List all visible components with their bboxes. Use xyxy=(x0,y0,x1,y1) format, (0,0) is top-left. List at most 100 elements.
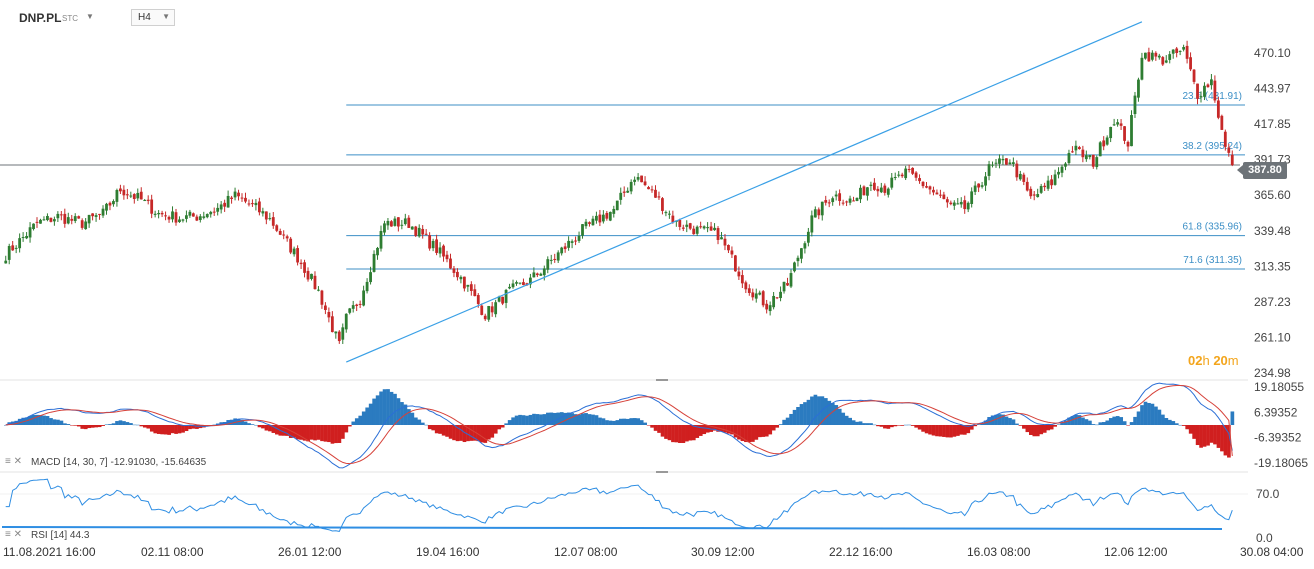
macd-histogram-bar xyxy=(1039,425,1044,435)
candle xyxy=(483,313,487,321)
macd-histogram-bar xyxy=(125,422,130,425)
candle-body xyxy=(310,273,313,279)
macd-histogram-bar xyxy=(1119,417,1124,425)
candle-body xyxy=(1060,166,1064,173)
candle xyxy=(32,223,35,231)
trend-line[interactable] xyxy=(346,21,1143,363)
candle-body xyxy=(998,158,1001,164)
macd-histogram-bar xyxy=(1143,401,1148,425)
macd-histogram-bar xyxy=(872,424,877,426)
macd-settings-icon[interactable]: ≡ ✕ xyxy=(5,456,22,467)
candle xyxy=(862,185,866,196)
candle xyxy=(959,197,963,208)
candle xyxy=(233,187,237,201)
candle-body xyxy=(595,215,598,221)
candle-body xyxy=(685,224,689,227)
candle xyxy=(876,186,880,197)
macd-histogram-bar xyxy=(890,425,894,428)
macd-histogram-bar xyxy=(886,425,891,429)
macd-histogram-bar xyxy=(1174,423,1179,425)
candle-body xyxy=(737,271,741,277)
candle xyxy=(1053,169,1057,186)
candle-body xyxy=(952,202,956,206)
rsi-settings-icon[interactable]: ≡ ✕ xyxy=(5,529,22,540)
fibonacci-retracement[interactable]: 23.6 (431.91) 38.2 (395.24) 61.8 (335.96) 7… xyxy=(346,91,1245,270)
candle xyxy=(84,218,88,230)
candle-body xyxy=(1192,69,1196,82)
candle xyxy=(1025,177,1029,192)
candle-body xyxy=(803,243,807,249)
candle-body xyxy=(369,272,372,283)
candle xyxy=(678,218,682,231)
candle-body xyxy=(226,195,230,208)
candle-body xyxy=(598,214,602,223)
symbol-dropdown-icon[interactable]: ▼ xyxy=(86,12,94,21)
price-axis-tick: 234.98 xyxy=(1254,366,1291,380)
candle-body xyxy=(442,245,445,257)
time-axis-tick: 02.11 08:00 xyxy=(141,545,204,559)
candle xyxy=(334,331,338,339)
candle xyxy=(647,185,650,190)
candle-body xyxy=(1143,52,1147,59)
macd-histogram-bar xyxy=(434,425,439,434)
candle-body xyxy=(956,203,960,205)
candle-body xyxy=(480,305,484,315)
macd-histogram-bar xyxy=(28,415,32,425)
candle-body xyxy=(421,228,425,235)
candle xyxy=(1091,154,1095,169)
candle-body xyxy=(313,275,317,290)
candle-body xyxy=(942,194,946,200)
countdown-minutes-unit: m xyxy=(1227,353,1239,368)
candle-body xyxy=(932,189,935,193)
candle xyxy=(817,207,821,220)
candle-body xyxy=(191,213,195,217)
macd-histogram-bar xyxy=(817,396,821,425)
macd-histogram-bar xyxy=(1164,418,1169,425)
macd-histogram-bar xyxy=(1154,406,1158,425)
macd-histogram-bar xyxy=(1220,425,1224,452)
macd-histogram-bar xyxy=(921,425,925,432)
candle-body xyxy=(205,214,209,218)
countdown-hours-unit: h xyxy=(1202,353,1210,368)
candle xyxy=(212,207,216,216)
candle-body xyxy=(1185,45,1189,59)
candle xyxy=(848,195,852,206)
candle xyxy=(685,220,689,233)
macd-histogram-bar xyxy=(31,415,36,425)
candle-body xyxy=(469,284,473,291)
candle xyxy=(730,246,734,258)
candle xyxy=(938,189,942,198)
grid xyxy=(0,164,1248,473)
macd-histogram-bar xyxy=(549,412,554,425)
candle-body xyxy=(845,201,848,203)
candle xyxy=(667,210,671,219)
candle xyxy=(1112,118,1116,126)
macd-histogram-bar xyxy=(945,425,950,438)
time-axis-tick: 30.08 04:00 xyxy=(1240,545,1304,559)
macd-histogram-bar xyxy=(917,425,922,430)
candle-body xyxy=(112,201,115,205)
candle xyxy=(727,244,730,254)
candle xyxy=(754,288,758,303)
candle xyxy=(428,232,432,251)
candle-body xyxy=(261,211,265,214)
macd-histogram-bar xyxy=(212,424,217,426)
macd-name: MACD xyxy=(31,457,61,468)
macd-histogram-bar xyxy=(87,425,92,429)
candle-body xyxy=(414,226,418,236)
symbol-name[interactable]: DNP.PL xyxy=(19,11,62,25)
candle-body xyxy=(445,254,449,260)
candle-body xyxy=(289,238,293,253)
macd-histogram-bar xyxy=(896,425,901,426)
candle-body xyxy=(1116,122,1120,125)
candle xyxy=(1185,40,1189,64)
candle xyxy=(1077,145,1081,150)
candle-body xyxy=(779,291,782,299)
macd-histogram-bar xyxy=(1227,425,1231,458)
candle-body xyxy=(1095,157,1099,168)
timeframe-select[interactable]: H4 ▼ xyxy=(131,9,175,26)
candle xyxy=(852,196,855,202)
candle xyxy=(7,243,11,265)
candle xyxy=(320,289,324,309)
